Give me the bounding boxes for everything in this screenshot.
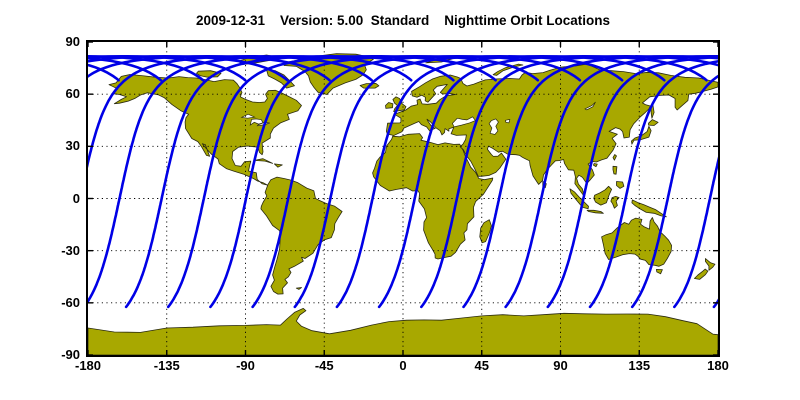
land-hokkaido bbox=[648, 119, 659, 126]
land-java bbox=[586, 209, 604, 214]
orbit-track bbox=[420, 55, 718, 309]
land-south-america bbox=[260, 176, 343, 295]
orbit-track bbox=[251, 55, 582, 309]
y-tick-label: 90 bbox=[65, 34, 80, 49]
orbit-track bbox=[588, 60, 718, 309]
land-greenland bbox=[283, 53, 374, 95]
orbit-tracks bbox=[88, 55, 718, 309]
land-taiwan bbox=[612, 154, 617, 161]
land-africa bbox=[372, 133, 494, 260]
land-eurasia bbox=[386, 63, 718, 197]
land-new-zealand-south bbox=[694, 268, 709, 280]
land-new-zealand-north bbox=[705, 258, 716, 271]
land-tasmania bbox=[656, 269, 663, 275]
water-lake-superior bbox=[240, 113, 256, 119]
water-lake-baikal bbox=[584, 101, 596, 111]
x-tick-label: -180 bbox=[74, 358, 102, 373]
land-falklands bbox=[295, 287, 302, 290]
y-tick-label: -30 bbox=[61, 242, 80, 258]
orbit-track bbox=[88, 55, 331, 82]
land-luzon bbox=[612, 165, 618, 175]
orbit-track bbox=[546, 55, 718, 309]
land-sulawesi bbox=[610, 196, 620, 209]
land-novaya-zemlya bbox=[492, 63, 524, 76]
y-tick-label: 30 bbox=[65, 138, 80, 154]
land-mindanao bbox=[616, 181, 625, 189]
orbit-track bbox=[504, 55, 718, 309]
world-map-canvas bbox=[88, 42, 718, 355]
land-antarctica bbox=[88, 308, 718, 355]
x-tick-label: -45 bbox=[314, 358, 334, 373]
orbit-track bbox=[293, 55, 624, 309]
x-tick-label: 90 bbox=[553, 358, 568, 373]
x-tick-label: 135 bbox=[628, 358, 651, 373]
x-tick-label: -90 bbox=[236, 358, 255, 373]
y-tick-label: -90 bbox=[61, 347, 80, 362]
x-tick-label: 0 bbox=[399, 358, 407, 373]
water-black-sea bbox=[451, 116, 476, 128]
x-tick-label: 45 bbox=[474, 358, 489, 373]
land-north-america bbox=[108, 74, 302, 186]
inland-water bbox=[240, 101, 596, 135]
axis-tick-marks bbox=[88, 42, 718, 355]
water-aral-sea bbox=[504, 118, 511, 124]
x-tick-label: 180 bbox=[707, 358, 729, 373]
land-ireland bbox=[385, 102, 394, 109]
plot-title: 2009-12-31 Version: 5.00 Standard Nightt… bbox=[195, 13, 611, 28]
x-tick-label: -135 bbox=[153, 358, 180, 373]
orbit-track bbox=[377, 55, 708, 309]
land-sumatra bbox=[569, 188, 589, 210]
land-borneo bbox=[593, 185, 612, 206]
orbit-track bbox=[335, 55, 666, 309]
orbit-track bbox=[630, 74, 718, 309]
water-caspian-sea bbox=[488, 118, 499, 135]
land-hispaniola bbox=[274, 163, 283, 168]
orbit-track bbox=[673, 156, 718, 309]
orbit-track bbox=[88, 55, 373, 168]
y-tick-label: 0 bbox=[72, 190, 80, 206]
orbit-track bbox=[462, 55, 718, 309]
y-tick-label: 60 bbox=[65, 86, 80, 102]
y-tick-label: -60 bbox=[61, 294, 80, 310]
plot-area bbox=[86, 40, 720, 357]
world-map-land bbox=[88, 53, 718, 355]
land-cuba bbox=[254, 158, 273, 164]
water-lake-michigan-huron bbox=[249, 118, 264, 126]
land-hainan bbox=[593, 163, 598, 168]
land-madagascar bbox=[479, 219, 492, 244]
